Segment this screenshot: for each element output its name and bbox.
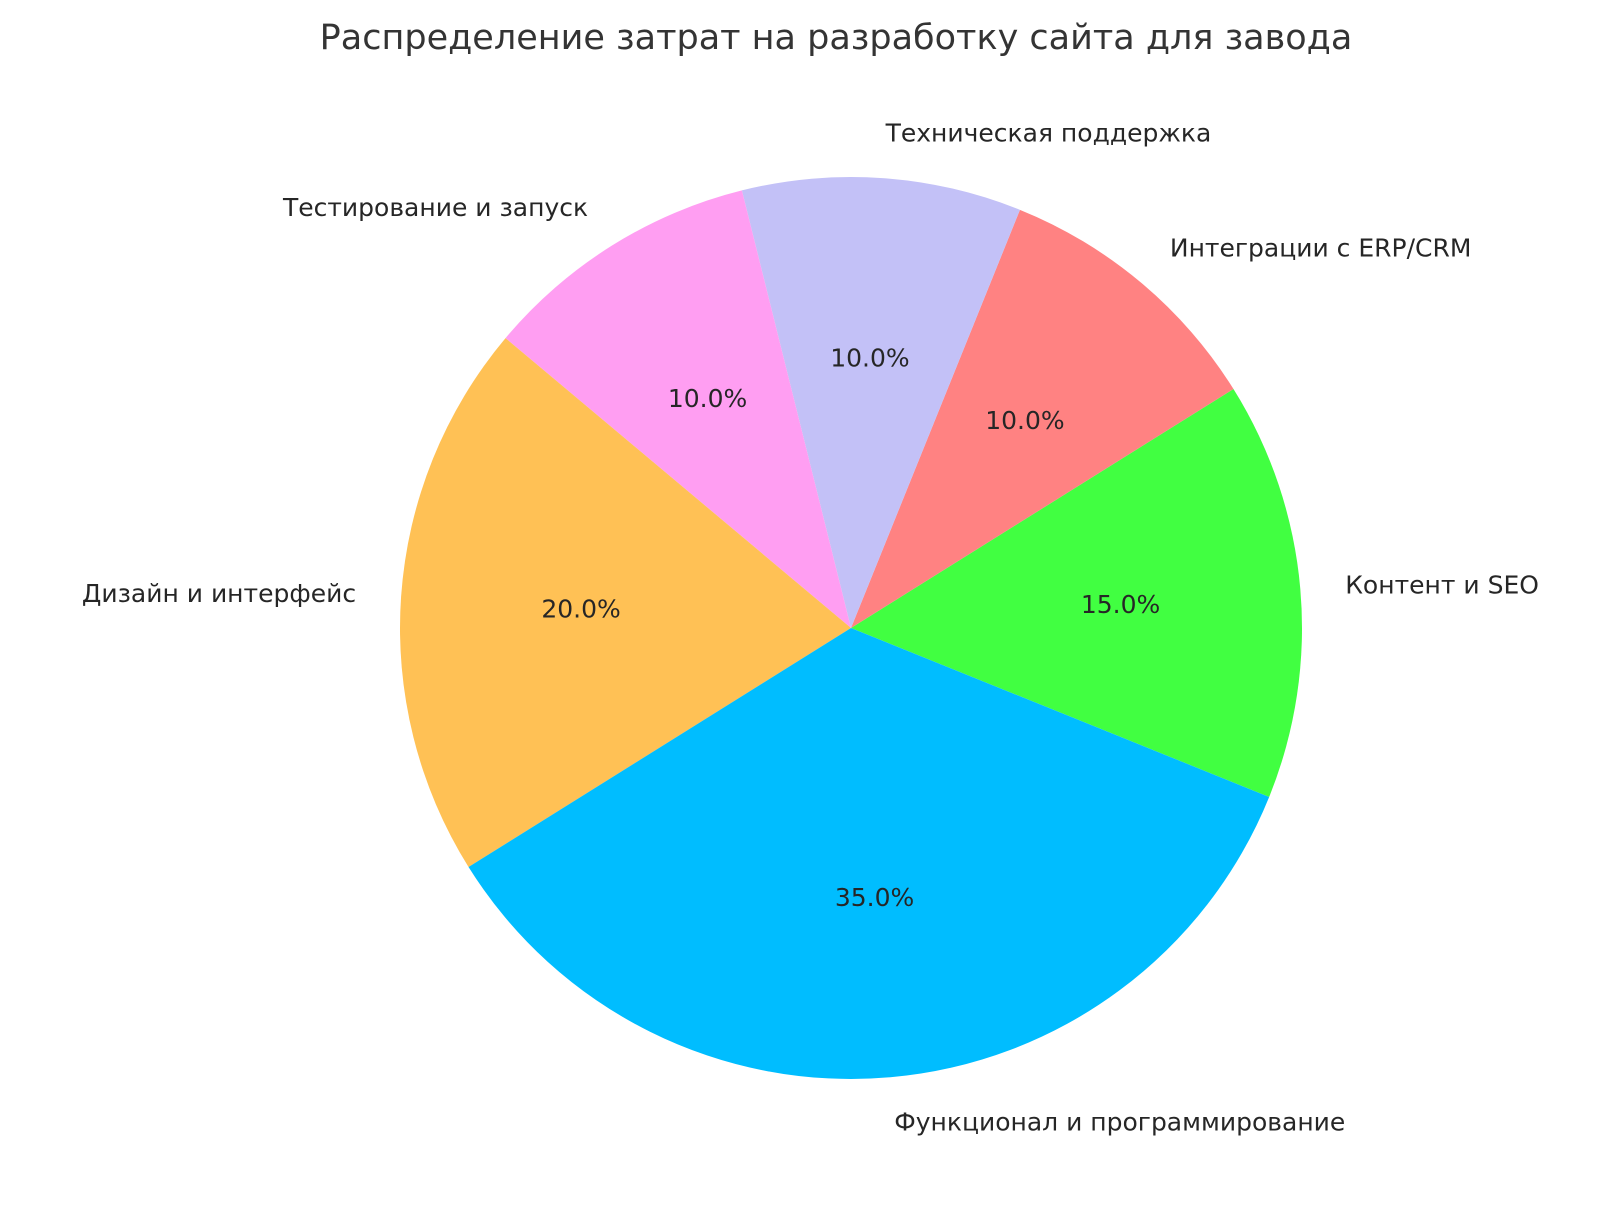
pie-slice-pct-label-1: 10.0% <box>985 406 1064 435</box>
pie-slice-pct-label-5: 35.0% <box>835 883 914 912</box>
pie-slice-name-label-1: Интеграции с ERP/CRM <box>1170 234 1472 263</box>
chart-title: Распределение затрат на разработку сайта… <box>319 18 1353 58</box>
pie-slice-name-label-3: Тестирование и запуск <box>282 193 588 222</box>
pie-slice-2 <box>741 177 1020 629</box>
pie-slice-pct-label-0: 15.0% <box>1081 590 1160 619</box>
pie-slice-pct-label-4: 20.0% <box>541 595 620 624</box>
pie-slice-name-label-2: Техническая поддержка <box>885 119 1212 148</box>
pie-slice-4 <box>399 338 851 867</box>
pie-slice-0 <box>851 389 1302 797</box>
pie-slice-name-label-4: Дизайн и интерфейс <box>82 579 356 608</box>
pie-slice-pct-label-3: 10.0% <box>668 384 747 413</box>
pie-slice-name-label-0: Контент и SEO <box>1345 570 1539 599</box>
pie-slice-1 <box>851 209 1234 628</box>
pie-slice-5 <box>468 628 1270 1079</box>
pie-slice-3 <box>505 190 851 628</box>
pie-slice-name-label-5: Функционал и программирование <box>894 1108 1345 1137</box>
pie-slice-pct-label-2: 10.0% <box>830 344 909 373</box>
